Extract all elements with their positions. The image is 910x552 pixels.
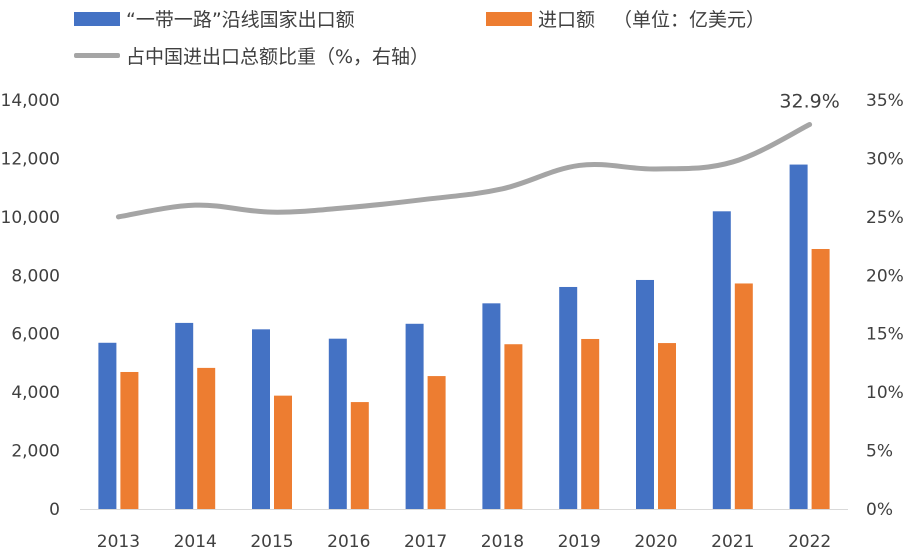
right-tick-label: 25% <box>866 208 904 228</box>
bar-imports-2014 <box>197 367 216 509</box>
x-axis-labels: 2013 2014 2015 2016 2017 2018 2019 2020 2021 2022 <box>97 532 831 552</box>
legend-imports: 进口额 （单位：亿美元） <box>486 5 765 32</box>
x-tick-label: 2016 <box>327 532 370 552</box>
share-series-line <box>115 122 813 220</box>
legend-share-label: 占中国进出口总额比重（%，右轴） <box>126 46 430 68</box>
left-axis: 0 2,000 4,000 6,000 8,000 10,000 12,000 14,000 <box>1 91 60 520</box>
right-tick-label: 15% <box>866 325 904 345</box>
right-tick-label: 20% <box>866 266 904 286</box>
x-tick-label: 2015 <box>250 532 293 552</box>
right-tick-label: 0% <box>866 500 893 520</box>
right-tick-label: 30% <box>866 149 904 169</box>
bar-imports-2017 <box>427 376 446 509</box>
annotation-label: 32.9% <box>779 91 839 113</box>
bar-exports-2014 <box>175 322 194 509</box>
legend-exports: “一带一路”沿线国家出口额 <box>74 5 355 32</box>
bar-exports-2021 <box>712 211 731 509</box>
legend-imports-label: 进口额 <box>538 9 596 31</box>
bar-exports-2016 <box>328 338 347 509</box>
legend-share: 占中国进出口总额比重（%，右轴） <box>74 42 429 69</box>
bar-imports-2020 <box>658 343 676 509</box>
legend-exports-label: “一带一路”沿线国家出口额 <box>126 9 355 31</box>
bar-exports-2018 <box>482 303 501 509</box>
right-axis: 0% 5% 10% 15% 20% 25% 30% 35% <box>866 91 904 520</box>
left-tick-label: 4,000 <box>11 383 60 403</box>
x-tick-label: 2017 <box>404 532 447 552</box>
x-tick-label: 2021 <box>711 532 754 552</box>
bar-exports-2015 <box>252 329 270 509</box>
left-tick-label: 10,000 <box>1 208 60 228</box>
x-tick-label: 2018 <box>481 532 524 552</box>
bar-exports-2017 <box>405 323 424 509</box>
bar-exports-2013 <box>98 342 117 509</box>
legend: “一带一路”沿线国家出口额 进口额 （单位：亿美元） 占中国进出口总额比重（%，… <box>0 0 910 80</box>
legend-imports-swatch <box>486 11 532 26</box>
legend-share-swatch <box>74 53 120 58</box>
left-tick-label: 12,000 <box>1 149 60 169</box>
x-tick-label: 2014 <box>174 532 217 552</box>
legend-unit: （单位：亿美元） <box>613 9 766 31</box>
bar-imports-2019 <box>581 338 600 509</box>
x-tick-label: 2019 <box>558 532 601 552</box>
bar-exports-2020 <box>636 279 654 509</box>
bars <box>98 164 830 509</box>
right-tick-label: 10% <box>866 383 904 403</box>
bar-imports-2022 <box>811 248 830 509</box>
legend-exports-swatch <box>74 11 120 26</box>
bar-imports-2013 <box>120 371 139 509</box>
right-tick-label: 5% <box>866 442 893 462</box>
bar-imports-2015 <box>274 395 292 509</box>
x-tick-label: 2022 <box>788 532 831 552</box>
left-tick-label: 0 <box>49 500 60 520</box>
x-tick-label: 2013 <box>97 532 140 552</box>
left-tick-label: 8,000 <box>11 266 60 286</box>
bar-imports-2016 <box>350 402 369 509</box>
bar-imports-2021 <box>734 283 753 509</box>
bar-imports-2018 <box>504 344 523 509</box>
left-tick-label: 14,000 <box>1 91 60 111</box>
left-tick-label: 6,000 <box>11 325 60 345</box>
left-tick-label: 2,000 <box>11 442 60 462</box>
x-tick-label: 2020 <box>634 532 677 552</box>
bar-exports-2022 <box>789 164 808 509</box>
right-tick-label: 35% <box>866 91 904 111</box>
bar-exports-2019 <box>559 286 578 509</box>
